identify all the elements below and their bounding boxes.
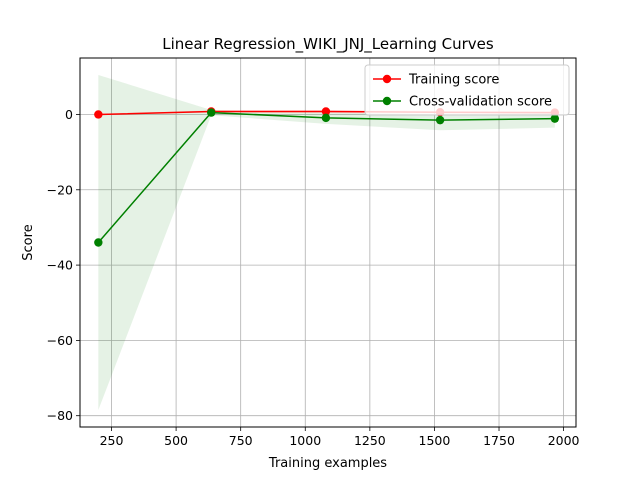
y-axis-label: Score (21, 224, 36, 260)
cross-validation-score-point (550, 114, 560, 123)
legend-training-score-marker (382, 74, 392, 84)
training-score-point (321, 107, 331, 116)
legend-cross-validation-score-label: Cross-validation score (409, 95, 552, 110)
legend-cross-validation-score-marker (382, 96, 392, 106)
x-tick-label: 1750 (483, 433, 515, 448)
cross-validation-score-point (435, 115, 445, 125)
x-tick-label: 500 (164, 433, 188, 448)
cross-validation-score-point (207, 108, 216, 117)
plot-frame (79, 57, 577, 428)
legend: Training score Cross-validation score (364, 64, 570, 116)
cross-validation-score-point (321, 113, 331, 123)
x-tick-label: 250 (100, 433, 124, 448)
y-tick-label: −40 (47, 258, 73, 273)
y-tick-label: −80 (47, 408, 73, 423)
x-tick-label: 1500 (419, 433, 451, 448)
y-tick-label: 0 (65, 107, 73, 122)
y-axis-ticks: 0 −20 −40 −60 −80 (47, 107, 80, 423)
grid (80, 58, 576, 427)
x-axis-ticks: 250 500 750 1000 1250 1500 1750 2000 (100, 427, 580, 448)
legend-training-score-label: Training score (408, 73, 499, 88)
cross-validation-score-point (94, 238, 103, 247)
y-tick-label: −20 (47, 182, 73, 197)
x-tick-label: 1000 (289, 433, 321, 448)
x-tick-label: 1250 (354, 433, 386, 448)
x-axis-label: Training examples (268, 456, 387, 471)
x-tick-label: 750 (229, 433, 253, 448)
legend-box (364, 64, 570, 116)
y-tick-label: −60 (47, 333, 73, 348)
x-tick-label: 2000 (548, 433, 580, 448)
chart-title: Linear Regression_WIKI_JNJ_Learning Curv… (162, 35, 494, 54)
training-score-point (94, 110, 103, 119)
cross-validation-score-band (98, 74, 555, 411)
